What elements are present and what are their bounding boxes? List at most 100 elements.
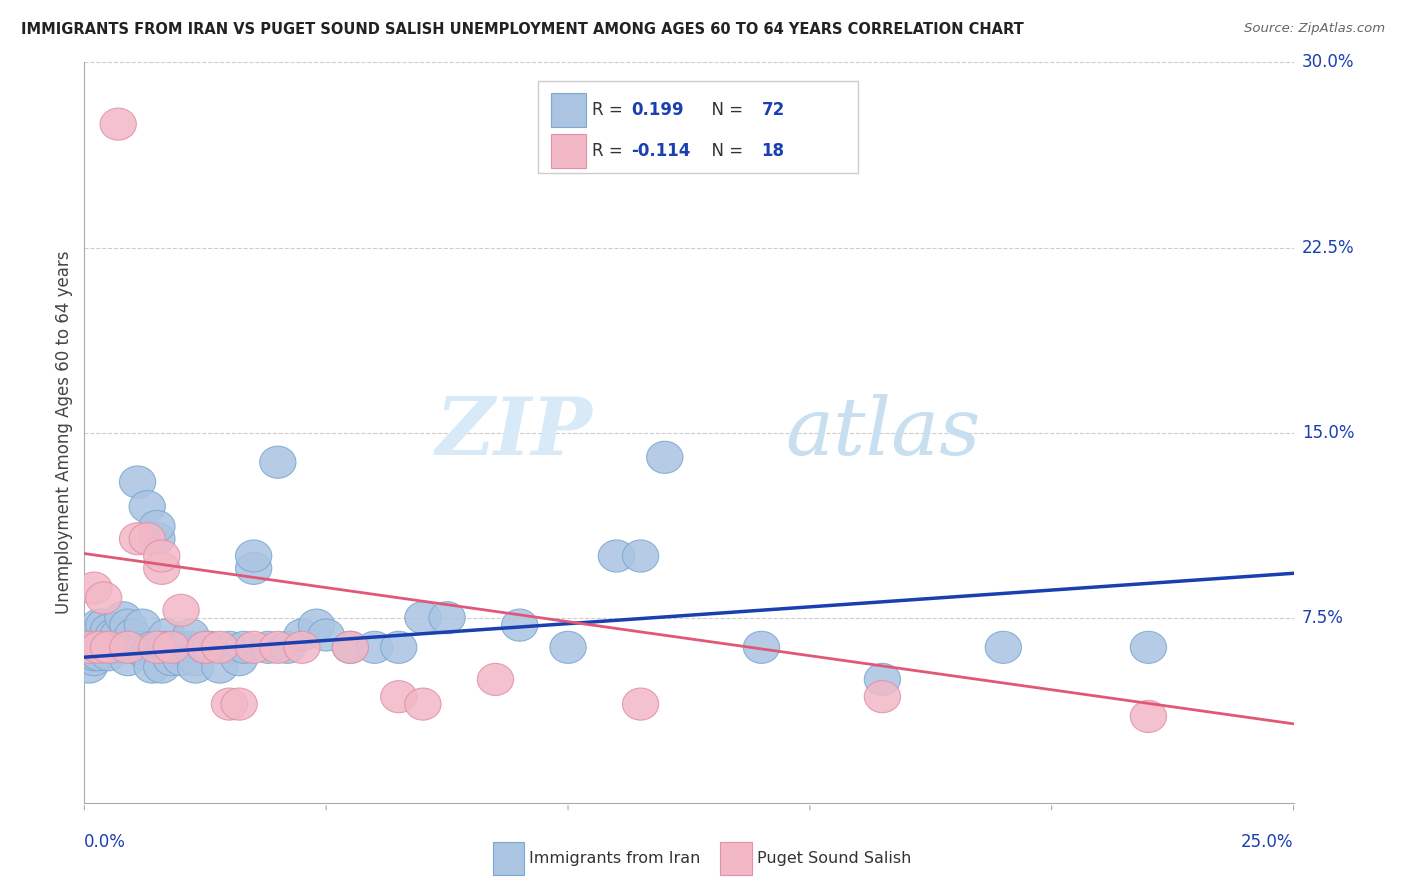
Ellipse shape [96, 632, 132, 664]
Ellipse shape [623, 540, 659, 572]
Text: R =: R = [592, 142, 628, 160]
Text: IMMIGRANTS FROM IRAN VS PUGET SOUND SALISH UNEMPLOYMENT AMONG AGES 60 TO 64 YEAR: IMMIGRANTS FROM IRAN VS PUGET SOUND SALI… [21, 22, 1024, 37]
Ellipse shape [163, 594, 200, 626]
Ellipse shape [236, 632, 271, 664]
Ellipse shape [1130, 700, 1167, 732]
Ellipse shape [260, 446, 297, 478]
Ellipse shape [143, 540, 180, 572]
Ellipse shape [250, 632, 287, 664]
Ellipse shape [744, 632, 780, 664]
Ellipse shape [405, 688, 441, 720]
Ellipse shape [478, 664, 513, 696]
Ellipse shape [332, 632, 368, 664]
Ellipse shape [86, 609, 122, 641]
Ellipse shape [381, 681, 418, 713]
Ellipse shape [221, 644, 257, 676]
Ellipse shape [143, 651, 180, 683]
Ellipse shape [80, 626, 117, 658]
Ellipse shape [284, 619, 321, 651]
Ellipse shape [76, 619, 112, 651]
Text: -0.114: -0.114 [631, 142, 690, 160]
Text: R =: R = [592, 101, 628, 120]
Ellipse shape [550, 632, 586, 664]
Ellipse shape [124, 609, 160, 641]
Ellipse shape [357, 632, 392, 664]
Ellipse shape [153, 644, 190, 676]
FancyBboxPatch shape [551, 134, 586, 168]
Ellipse shape [865, 664, 901, 696]
Ellipse shape [149, 632, 184, 664]
Ellipse shape [236, 540, 271, 572]
Ellipse shape [134, 651, 170, 683]
Ellipse shape [211, 632, 247, 664]
Ellipse shape [76, 572, 112, 604]
Ellipse shape [270, 632, 305, 664]
Ellipse shape [211, 688, 247, 720]
Ellipse shape [72, 632, 107, 664]
Ellipse shape [86, 632, 122, 664]
Text: Source: ZipAtlas.com: Source: ZipAtlas.com [1244, 22, 1385, 36]
FancyBboxPatch shape [538, 81, 858, 173]
Ellipse shape [124, 632, 160, 664]
Ellipse shape [260, 632, 297, 664]
Ellipse shape [599, 540, 634, 572]
Ellipse shape [405, 602, 441, 633]
FancyBboxPatch shape [720, 842, 752, 875]
Ellipse shape [157, 632, 194, 664]
Ellipse shape [110, 644, 146, 676]
Ellipse shape [129, 491, 166, 523]
Text: 7.5%: 7.5% [1302, 608, 1344, 627]
Ellipse shape [129, 523, 166, 555]
Ellipse shape [865, 681, 901, 713]
Ellipse shape [201, 651, 238, 683]
Text: 25.0%: 25.0% [1241, 833, 1294, 851]
Ellipse shape [100, 108, 136, 140]
Ellipse shape [1130, 632, 1167, 664]
Ellipse shape [177, 651, 214, 683]
Ellipse shape [143, 552, 180, 584]
Ellipse shape [623, 688, 659, 720]
Ellipse shape [76, 639, 112, 671]
Text: 72: 72 [762, 101, 785, 120]
Ellipse shape [139, 510, 176, 542]
Ellipse shape [429, 602, 465, 633]
Ellipse shape [502, 609, 538, 641]
Text: ZIP: ZIP [436, 394, 592, 471]
Text: 22.5%: 22.5% [1302, 238, 1354, 257]
FancyBboxPatch shape [494, 842, 524, 875]
Text: Puget Sound Salish: Puget Sound Salish [756, 851, 911, 866]
Ellipse shape [308, 619, 344, 651]
Ellipse shape [96, 619, 132, 651]
Ellipse shape [139, 523, 176, 555]
Ellipse shape [105, 632, 141, 664]
Ellipse shape [381, 632, 418, 664]
Text: 0.0%: 0.0% [84, 833, 127, 851]
Ellipse shape [163, 644, 200, 676]
Ellipse shape [226, 632, 262, 664]
Ellipse shape [115, 619, 150, 651]
Text: atlas: atlas [786, 394, 981, 471]
Ellipse shape [284, 632, 321, 664]
Ellipse shape [72, 633, 107, 665]
Ellipse shape [647, 442, 683, 474]
Text: 0.199: 0.199 [631, 101, 683, 120]
Ellipse shape [986, 632, 1022, 664]
Ellipse shape [193, 632, 228, 664]
Ellipse shape [86, 582, 122, 614]
Ellipse shape [187, 632, 224, 664]
Ellipse shape [236, 552, 271, 584]
Ellipse shape [90, 614, 127, 646]
Ellipse shape [173, 632, 209, 664]
Ellipse shape [120, 466, 156, 498]
Ellipse shape [177, 644, 214, 676]
Ellipse shape [100, 632, 136, 664]
Ellipse shape [149, 619, 184, 651]
Ellipse shape [139, 632, 176, 664]
Ellipse shape [221, 688, 257, 720]
Ellipse shape [80, 609, 117, 641]
Ellipse shape [134, 632, 170, 664]
Ellipse shape [105, 602, 141, 633]
Ellipse shape [115, 632, 150, 664]
Ellipse shape [120, 523, 156, 555]
Ellipse shape [90, 639, 127, 671]
